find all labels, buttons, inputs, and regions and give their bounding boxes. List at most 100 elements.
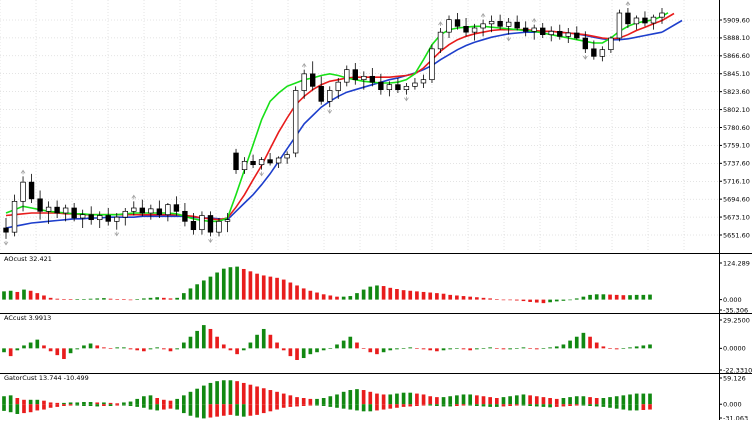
price-tick-label: 5888.10 [723, 34, 750, 42]
candle [540, 23, 546, 38]
candle-body-down [310, 73, 316, 87]
gator-lower-bar [501, 404, 506, 407]
gator-upper-bar [355, 389, 359, 405]
histogram-bar [142, 348, 146, 352]
fractal-down-marker [208, 238, 213, 244]
candle-body-up [608, 37, 614, 51]
histogram-bar [581, 296, 586, 300]
histogram-bar [181, 293, 186, 300]
histogram-bar [395, 348, 399, 350]
gator-upper-bar [421, 394, 426, 405]
gator-upper-bar [381, 394, 386, 405]
gator-upper-bar [281, 393, 286, 405]
gator-upper-bar [128, 401, 133, 405]
gator-lower-bar [15, 404, 20, 414]
histogram-bar [321, 294, 326, 300]
histogram-bar [514, 348, 519, 349]
candle [173, 196, 180, 216]
candle [633, 15, 640, 30]
candle-body-up [633, 17, 640, 25]
candle-body-down [463, 25, 469, 33]
histogram-bar [308, 348, 313, 355]
gator-lower-bar [62, 404, 66, 406]
histogram-bar [301, 288, 306, 300]
candle-body-up [599, 49, 606, 57]
histogram-bar [475, 297, 479, 300]
gator-upper-bar [275, 391, 279, 405]
gator-upper-bar [588, 397, 592, 405]
candle-body-up [471, 27, 478, 33]
price-tick-label: 5651.60 [723, 231, 750, 239]
histogram-bar [375, 348, 379, 355]
histogram-bar [355, 342, 359, 349]
histogram-bar [381, 348, 386, 353]
histogram-bar [368, 286, 373, 300]
indicator-tick-label: 0.000 [723, 401, 742, 409]
histogram-bar [241, 348, 246, 351]
candle [267, 153, 273, 166]
candle [11, 194, 18, 237]
candle [207, 211, 214, 237]
histogram-bar [142, 298, 146, 300]
fractal-down-marker [3, 240, 9, 246]
histogram-bar [488, 347, 492, 349]
histogram-bar [95, 298, 100, 300]
histogram-bar [181, 342, 186, 349]
gator-lower-bar [135, 404, 140, 407]
candle [582, 31, 589, 53]
gator-lower-bar [215, 404, 219, 417]
gator-panel-title: GatorCust 13.744 -10.499 [4, 374, 89, 382]
histogram-bar [534, 348, 539, 350]
gator-lower-bar [375, 404, 379, 411]
gator-upper-bar [554, 398, 559, 405]
histogram-bar [55, 348, 60, 356]
gator-upper-bar [641, 393, 646, 405]
candle-body-down [88, 214, 94, 221]
candle-body-up [131, 207, 137, 212]
price-tick-label: 5823.60 [723, 88, 750, 96]
candle-body-up [420, 79, 427, 84]
indicator-tick-label: 0.0000 [723, 345, 746, 353]
histogram-bar [335, 344, 339, 349]
histogram-bar [648, 344, 652, 349]
histogram-bar [508, 348, 512, 350]
histogram-bar [115, 347, 120, 349]
histogram-bar [494, 348, 499, 349]
histogram-bar [588, 336, 592, 349]
candle [114, 213, 120, 230]
histogram-bar [22, 345, 26, 349]
candle [45, 201, 52, 224]
candle-body-down [540, 27, 546, 36]
gator-lower-bar [388, 404, 393, 409]
gator-upper-bar [501, 397, 506, 405]
gator-upper-bar [361, 390, 366, 405]
histogram-bar [8, 348, 13, 357]
candle [625, 8, 631, 28]
histogram-bar [108, 348, 113, 349]
gator-lower-bar [441, 404, 446, 407]
candle [616, 9, 623, 42]
gator-upper-bar [215, 381, 219, 405]
candle-body-down [139, 207, 146, 214]
candle [378, 73, 384, 95]
gator-lower-bar [108, 404, 113, 406]
gator-lower-bar [75, 404, 80, 406]
candle [557, 24, 563, 40]
candle-body-up [241, 160, 248, 171]
histogram-bar [42, 345, 46, 349]
candle-body-up [386, 84, 393, 91]
histogram-bar [401, 348, 406, 349]
gator-lower-bar [275, 404, 279, 410]
histogram-bar [215, 336, 219, 349]
candle-body-up [335, 81, 341, 91]
gator-lower-bar [534, 404, 539, 407]
histogram-bar [348, 296, 353, 300]
gator-upper-bar [594, 398, 599, 405]
gator-upper-bar [574, 396, 579, 405]
candle-body-down [642, 17, 648, 24]
histogram-bar [415, 291, 419, 300]
candle-body-up [122, 210, 128, 218]
candle [344, 65, 350, 87]
